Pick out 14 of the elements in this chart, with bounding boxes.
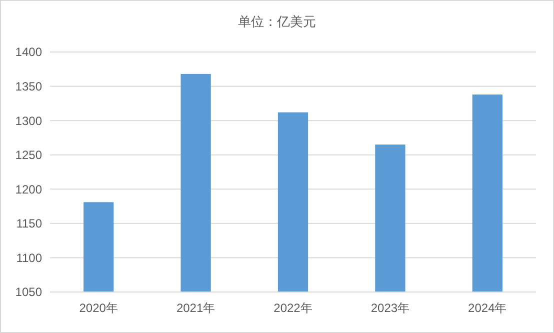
x-tick-label: 2022年: [274, 301, 312, 315]
x-tick-label: 2021年: [176, 301, 216, 315]
x-tick-label: 2020年: [79, 301, 118, 315]
y-tick-label: 1200: [15, 182, 42, 196]
x-tick-label: 2023年: [370, 301, 410, 315]
y-tick-label: 1300: [15, 114, 42, 128]
y-tick-label: 1050: [15, 285, 42, 300]
y-tick-label: 1150: [16, 216, 42, 231]
y-tick-label: 1250: [15, 148, 42, 162]
y-tick-label: 1350: [15, 79, 42, 94]
y-tick-label: 1400: [15, 45, 42, 60]
y-tick-label: 1100: [16, 250, 42, 265]
chart-title: 单位：亿美元: [238, 14, 316, 29]
x-tick-label: 2024年: [468, 301, 507, 315]
